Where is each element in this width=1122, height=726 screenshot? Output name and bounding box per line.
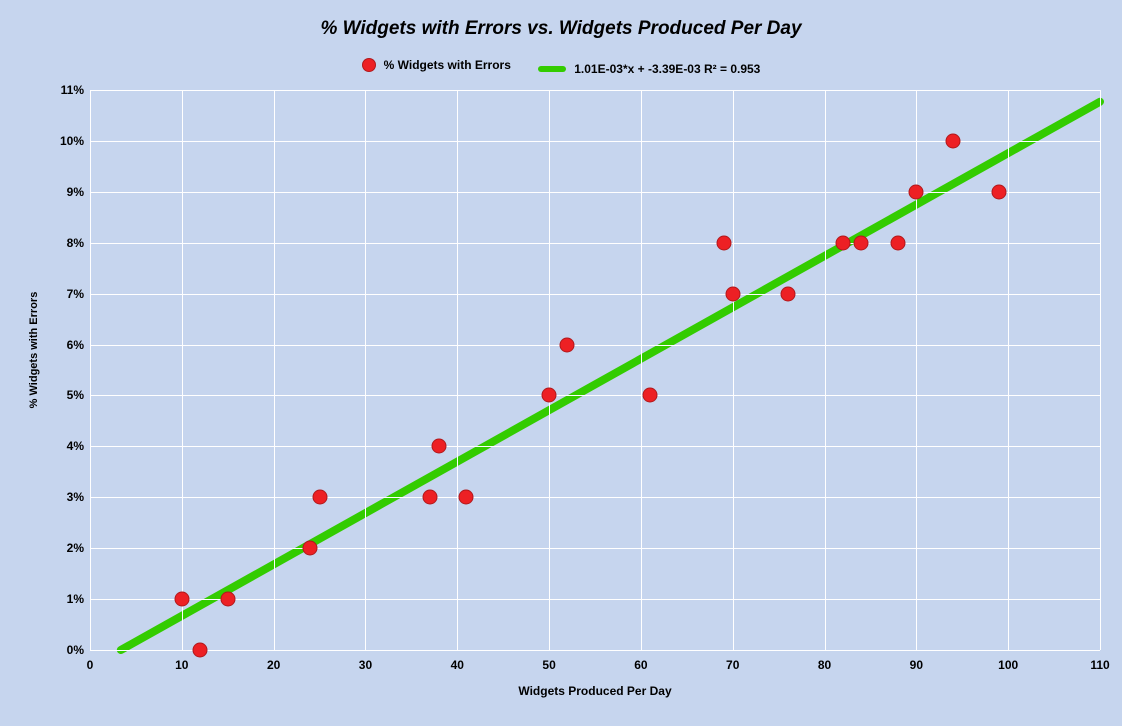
x-tick-label: 90 <box>910 658 923 672</box>
data-point <box>854 235 869 250</box>
y-tick-label: 7% <box>50 287 84 301</box>
grid-line-h <box>90 446 1100 447</box>
grid-line-v <box>457 90 458 650</box>
data-point <box>725 286 740 301</box>
x-tick-label: 70 <box>726 658 739 672</box>
trendline <box>90 90 1100 650</box>
data-point <box>835 235 850 250</box>
legend-series-label: % Widgets with Errors <box>384 58 511 72</box>
y-tick-label: 10% <box>50 134 84 148</box>
y-tick-label: 2% <box>50 541 84 555</box>
data-point <box>431 439 446 454</box>
x-tick-label: 20 <box>267 658 280 672</box>
legend: % Widgets with Errors 1.01E-03*x + -3.39… <box>0 58 1122 76</box>
data-point <box>542 388 557 403</box>
grid-line-v <box>1008 90 1009 650</box>
legend-marker-line <box>538 66 566 72</box>
grid-line-v <box>90 90 91 650</box>
data-point <box>220 592 235 607</box>
chart-title: % Widgets with Errors vs. Widgets Produc… <box>0 18 1122 40</box>
grid-line-h <box>90 243 1100 244</box>
grid-line-h <box>90 192 1100 193</box>
data-point <box>422 490 437 505</box>
grid-line-v <box>549 90 550 650</box>
data-point <box>303 541 318 556</box>
legend-item-trend: 1.01E-03*x + -3.39E-03 R² = 0.953 <box>538 62 760 76</box>
grid-line-v <box>641 90 642 650</box>
grid-line-v <box>733 90 734 650</box>
chart-container: % Widgets with Errors vs. Widgets Produc… <box>0 0 1122 726</box>
legend-marker-dot <box>362 58 376 72</box>
grid-line-v <box>916 90 917 650</box>
y-axis-label: % Widgets with Errors <box>28 250 40 450</box>
x-tick-label: 100 <box>998 658 1018 672</box>
data-point <box>946 133 961 148</box>
grid-line-v <box>182 90 183 650</box>
x-tick-label: 10 <box>175 658 188 672</box>
y-tick-label: 6% <box>50 338 84 352</box>
x-axis-label: Widgets Produced Per Day <box>90 684 1100 698</box>
grid-line-v <box>274 90 275 650</box>
data-point <box>560 337 575 352</box>
x-tick-label: 0 <box>87 658 94 672</box>
grid-line-h <box>90 90 1100 91</box>
y-tick-label: 3% <box>50 490 84 504</box>
x-tick-label: 80 <box>818 658 831 672</box>
x-tick-label: 30 <box>359 658 372 672</box>
y-tick-label: 1% <box>50 592 84 606</box>
grid-line-v <box>825 90 826 650</box>
y-tick-label: 11% <box>50 83 84 97</box>
grid-line-h <box>90 345 1100 346</box>
data-point <box>312 490 327 505</box>
x-tick-label: 60 <box>634 658 647 672</box>
data-point <box>643 388 658 403</box>
grid-line-v <box>365 90 366 650</box>
data-point <box>459 490 474 505</box>
grid-line-h <box>90 294 1100 295</box>
y-tick-label: 0% <box>50 643 84 657</box>
y-tick-label: 5% <box>50 388 84 402</box>
data-point <box>891 235 906 250</box>
data-point <box>716 235 731 250</box>
data-point <box>992 184 1007 199</box>
data-point <box>780 286 795 301</box>
data-point <box>909 184 924 199</box>
data-point <box>193 643 208 658</box>
grid-line-h <box>90 395 1100 396</box>
grid-line-h <box>90 650 1100 651</box>
y-tick-label: 8% <box>50 236 84 250</box>
x-tick-label: 110 <box>1090 658 1109 672</box>
x-tick-label: 40 <box>451 658 464 672</box>
x-tick-label: 50 <box>542 658 555 672</box>
grid-line-v <box>1100 90 1101 650</box>
legend-item-series: % Widgets with Errors <box>362 58 511 72</box>
grid-line-h <box>90 599 1100 600</box>
legend-trend-label: 1.01E-03*x + -3.39E-03 R² = 0.953 <box>574 62 760 76</box>
y-tick-label: 9% <box>50 185 84 199</box>
plot-area <box>90 90 1100 650</box>
y-tick-label: 4% <box>50 439 84 453</box>
grid-line-h <box>90 548 1100 549</box>
data-point <box>174 592 189 607</box>
grid-line-h <box>90 497 1100 498</box>
